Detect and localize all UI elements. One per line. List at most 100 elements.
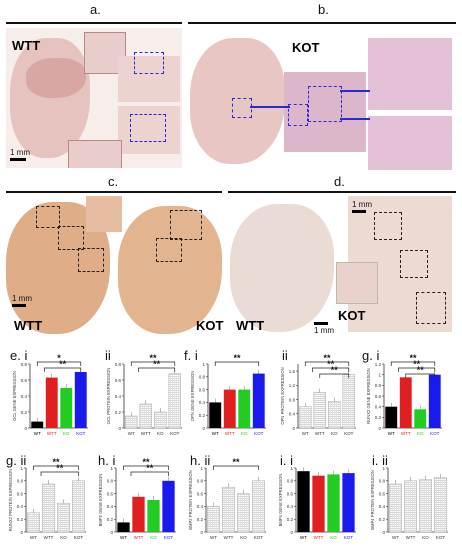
sig-bracket-f-ii: [312, 367, 350, 372]
panel-a-letter: a.: [90, 2, 101, 17]
y-tick-label-g-i: 0.2: [375, 415, 382, 420]
panel-c-kot-label: KOT: [196, 318, 224, 333]
bar-g-ii-WT: [27, 512, 40, 533]
y-tick-label-e-i: 0.4: [21, 394, 28, 399]
sig-marker-g-ii: **: [52, 457, 60, 467]
chart-label-e-i: e. i: [10, 348, 28, 363]
panel-b-rule: [188, 22, 456, 24]
bar-e-i-WTT: [45, 377, 58, 428]
panel-d-wtt-label: WTT: [236, 318, 265, 333]
y-axis-label-f-i: OPN GENE EXPRESSION: [190, 371, 195, 422]
y-tick-label-h-ii: 1: [200, 466, 203, 471]
y-tick-label-f-i: 0: [202, 426, 205, 431]
sig-bracket-g-ii: [40, 471, 79, 476]
bar-e-ii-WTT: [139, 403, 152, 429]
bar-h-i-WTT: [132, 496, 145, 532]
sig-marker-g-ii: **: [56, 463, 64, 473]
panel-d-scale-top-text: 1 mm: [352, 200, 372, 209]
sig-marker-e-i: *: [57, 353, 61, 363]
x-tick-label-e-i: KOT: [76, 431, 86, 436]
x-tick-label-e-i: KO: [63, 431, 70, 436]
sig-bracket-g-i: [398, 367, 436, 372]
y-tick-label-i-ii: 0: [382, 530, 385, 535]
y-tick-label-g-i: 0: [378, 426, 381, 431]
y-tick-label-h-ii: 0.6: [197, 491, 204, 496]
y-tick-label-g-ii: 0.8: [17, 479, 24, 484]
y-tick-label-h-i: 1: [110, 466, 113, 471]
chart-label-g-ii: g. ii: [6, 453, 27, 468]
y-tick-label-i-i: 1: [290, 466, 293, 471]
panel-c-image: [6, 196, 224, 334]
y-tick-label-e-i: 0.6: [21, 378, 28, 383]
panel-d-scale-bottom: 1 mm: [314, 322, 334, 335]
bar-i-ii-KO: [419, 479, 432, 533]
x-tick-label-h-ii: WT: [210, 535, 217, 540]
chart-label-f-ii: ii: [282, 348, 288, 363]
sig-bracket-f-i: [214, 361, 260, 366]
chart-label-i-ii: i. ii: [372, 453, 388, 468]
y-tick-label-h-i: 0: [110, 530, 113, 535]
bar-f-i-WT: [209, 402, 222, 428]
bar-h-ii-KO: [237, 493, 250, 533]
panel-a-image: [6, 28, 182, 168]
panel-c-rule: [6, 191, 222, 193]
x-tick-label-g-i: KOT: [430, 431, 440, 436]
sig-marker-h-i: **: [146, 463, 154, 473]
panel-b-image: [188, 28, 456, 170]
y-tick-label-e-i: 0.2: [21, 410, 28, 415]
chart-label-h-i: h. i: [98, 453, 116, 468]
x-tick-label-f-i: KOT: [254, 431, 264, 436]
x-tick-label-i-ii: KO: [422, 535, 429, 540]
panel-a-rule: [6, 22, 182, 24]
chart-label-h-ii: h. ii: [190, 453, 211, 468]
panel-a-wtt-label: WTT: [12, 38, 41, 53]
x-tick-label-h-ii: KO: [240, 535, 247, 540]
y-tick-label-e-ii: 0: [118, 426, 121, 431]
y-tick-label-i-ii: 1: [382, 466, 385, 471]
y-tick-label-f-ii: 1.2: [289, 383, 296, 388]
bar-g-i-WTT: [399, 377, 412, 428]
panel-c-scale-text: 1 mm: [12, 294, 32, 303]
y-tick-label-h-i: 0.8: [107, 479, 114, 484]
x-tick-label-i-i: WT: [300, 535, 307, 540]
bar-f-i-WTT: [223, 389, 236, 428]
y-tick-label-e-i: 0: [24, 426, 27, 431]
x-tick-label-g-ii: KOT: [74, 535, 84, 540]
y-tick-label-f-ii: 0: [292, 426, 295, 431]
y-tick-label-i-i: 0.2: [287, 517, 294, 522]
x-tick-label-i-i: KOT: [344, 535, 354, 540]
sig-bracket-e-i: [44, 367, 82, 372]
bar-h-ii-WT: [207, 506, 220, 533]
x-tick-label-f-i: WT: [212, 431, 219, 436]
y-tick-label-i-i: 0.4: [287, 504, 294, 509]
y-tick-label-h-ii: 0.4: [197, 504, 204, 509]
x-tick-label-e-i: WTT: [47, 431, 57, 436]
x-tick-label-g-ii: WTT: [44, 535, 54, 540]
panel-d-rule: [228, 191, 456, 193]
sig-bracket-f-ii: [304, 361, 350, 366]
sig-bracket-e-ii: [138, 367, 176, 372]
sig-marker-f-ii: **: [331, 365, 339, 375]
x-tick-label-e-i: WT: [34, 431, 41, 436]
bar-i-i-KO: [327, 474, 340, 532]
bar-f-ii-KO: [328, 401, 341, 429]
bar-f-ii-KOT: [342, 374, 355, 429]
y-tick-label-i-ii: 0.6: [379, 491, 386, 496]
x-tick-label-g-i: WTT: [401, 431, 411, 436]
y-tick-label-f-i: 1: [202, 362, 205, 367]
bar-i-i-WTT: [312, 475, 325, 532]
y-tick-label-i-ii: 0.4: [379, 504, 386, 509]
x-tick-label-h-i: WT: [120, 535, 127, 540]
y-tick-label-g-i: 1: [378, 372, 381, 377]
y-tick-label-g-ii: 0.4: [17, 504, 24, 509]
bar-h-i-WT: [117, 522, 130, 532]
y-tick-label-h-i: 0.2: [107, 517, 114, 522]
x-tick-label-e-ii: WT: [128, 431, 135, 436]
y-tick-label-g-ii: 1: [20, 466, 23, 471]
panel-b-letter: b.: [318, 2, 329, 17]
sig-marker-f-ii: **: [327, 359, 335, 369]
y-tick-label-f-ii: 1.6: [289, 369, 296, 374]
x-tick-label-i-ii: WTT: [406, 535, 416, 540]
y-axis-label-g-i: RUNX2 GENE EXPRESSION: [366, 368, 371, 424]
